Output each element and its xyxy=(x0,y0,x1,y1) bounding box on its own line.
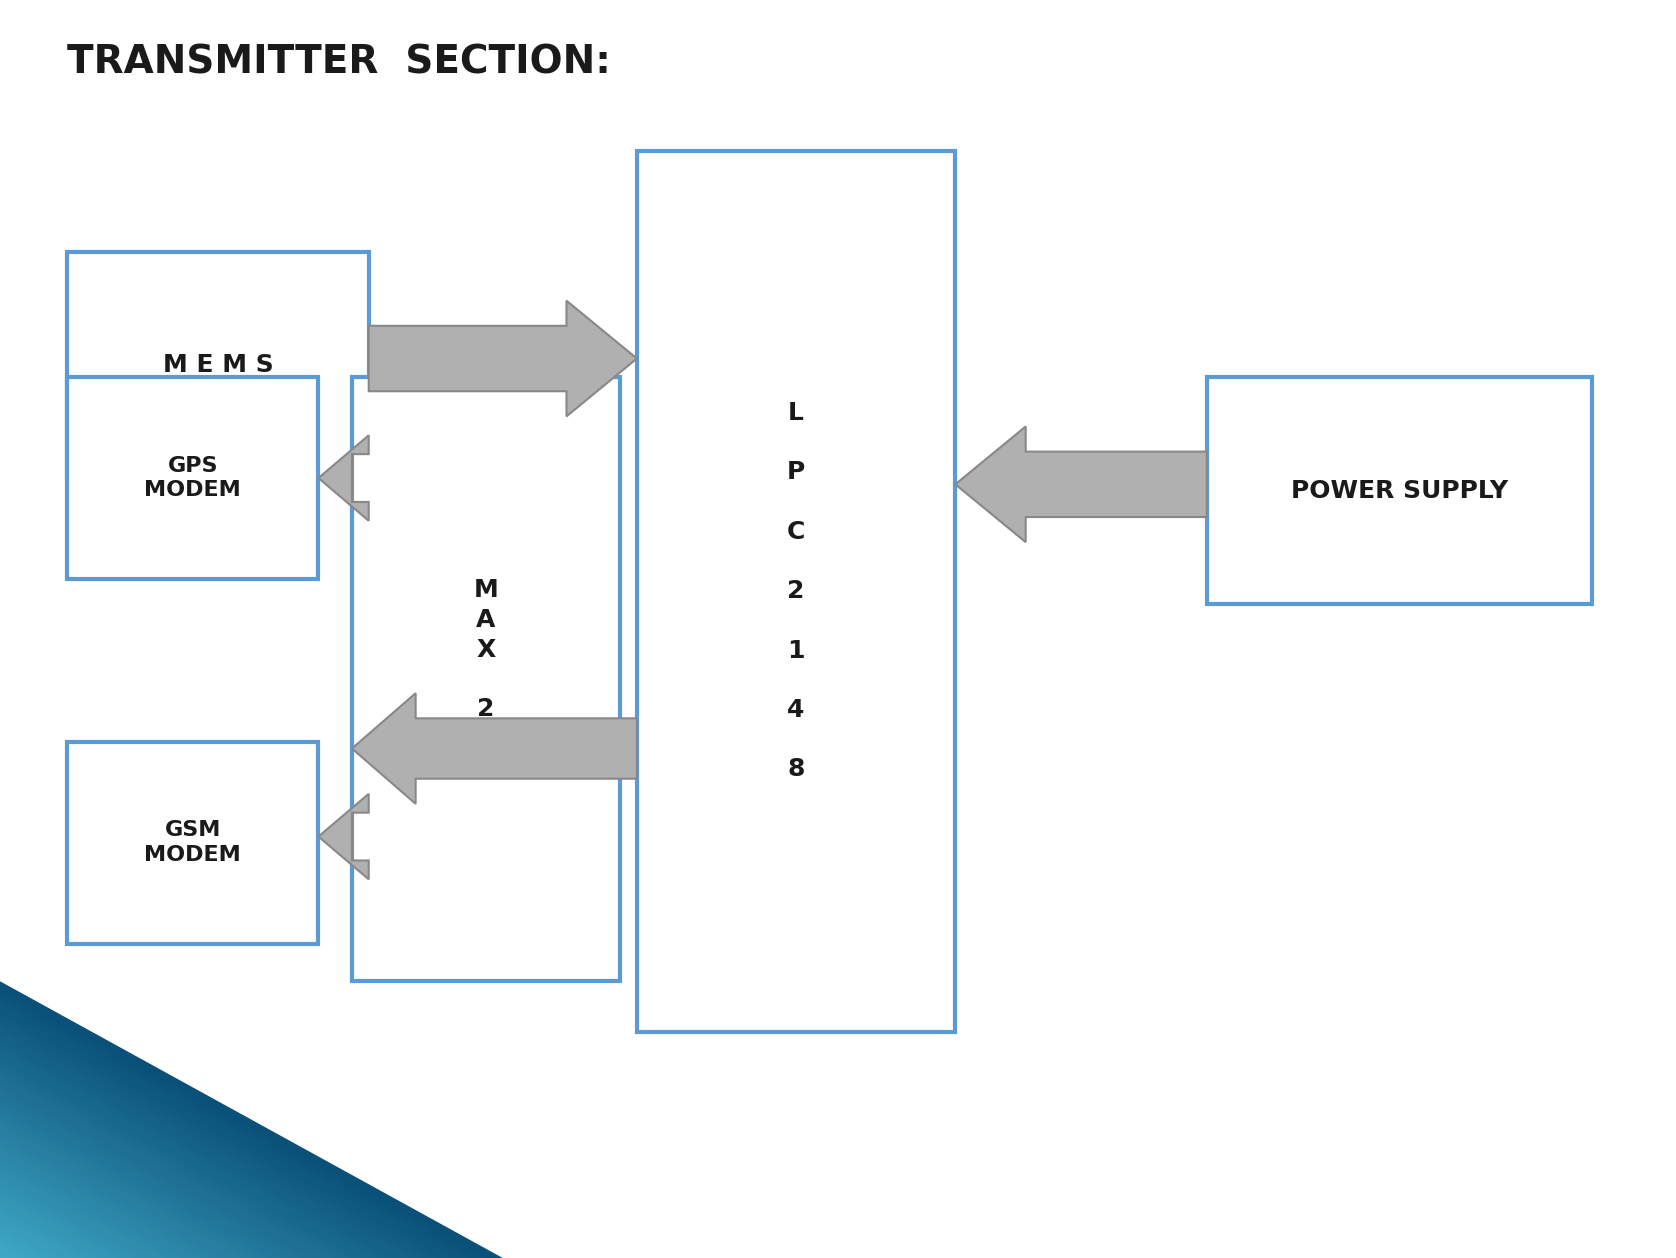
Polygon shape xyxy=(0,1147,201,1258)
Polygon shape xyxy=(0,1184,134,1258)
Polygon shape xyxy=(0,1014,444,1258)
Polygon shape xyxy=(0,986,494,1258)
Polygon shape xyxy=(0,1138,218,1258)
Polygon shape xyxy=(318,435,369,521)
Polygon shape xyxy=(0,1106,277,1258)
Polygon shape xyxy=(0,1018,436,1258)
Polygon shape xyxy=(0,1142,210,1258)
Polygon shape xyxy=(0,1045,385,1258)
Polygon shape xyxy=(0,1059,360,1258)
Polygon shape xyxy=(0,1042,394,1258)
Polygon shape xyxy=(0,995,478,1258)
Polygon shape xyxy=(0,1166,168,1258)
Polygon shape xyxy=(0,1037,402,1258)
Polygon shape xyxy=(0,1194,117,1258)
Polygon shape xyxy=(0,1055,369,1258)
Polygon shape xyxy=(0,1203,101,1258)
Polygon shape xyxy=(0,1235,42,1258)
Polygon shape xyxy=(0,1216,75,1258)
Polygon shape xyxy=(0,1069,344,1258)
Text: POWER SUPPLY: POWER SUPPLY xyxy=(1291,478,1508,503)
Polygon shape xyxy=(0,1125,243,1258)
Polygon shape xyxy=(0,1249,17,1258)
Polygon shape xyxy=(0,1083,318,1258)
Polygon shape xyxy=(318,794,369,879)
Polygon shape xyxy=(0,1211,84,1258)
Polygon shape xyxy=(0,1120,251,1258)
FancyBboxPatch shape xyxy=(637,151,955,1032)
Polygon shape xyxy=(352,693,637,804)
Polygon shape xyxy=(0,1133,226,1258)
Polygon shape xyxy=(0,1239,34,1258)
Polygon shape xyxy=(0,1078,327,1258)
Polygon shape xyxy=(0,1128,235,1258)
Polygon shape xyxy=(0,1156,184,1258)
FancyBboxPatch shape xyxy=(1207,377,1592,604)
Text: M E M S: M E M S xyxy=(163,352,273,377)
Polygon shape xyxy=(0,1180,142,1258)
Polygon shape xyxy=(0,1032,411,1258)
Polygon shape xyxy=(0,1170,159,1258)
Polygon shape xyxy=(0,1004,461,1258)
Polygon shape xyxy=(0,1115,260,1258)
FancyBboxPatch shape xyxy=(67,742,318,944)
Polygon shape xyxy=(0,1244,25,1258)
Polygon shape xyxy=(955,426,1207,542)
Polygon shape xyxy=(0,990,486,1258)
Polygon shape xyxy=(0,1023,427,1258)
Polygon shape xyxy=(0,1092,302,1258)
Polygon shape xyxy=(0,1253,8,1258)
Polygon shape xyxy=(0,1198,109,1258)
Polygon shape xyxy=(0,1230,50,1258)
Polygon shape xyxy=(0,1161,176,1258)
Polygon shape xyxy=(0,1101,285,1258)
Polygon shape xyxy=(0,1050,377,1258)
Text: TRANSMITTER  SECTION:: TRANSMITTER SECTION: xyxy=(67,44,612,82)
FancyBboxPatch shape xyxy=(352,377,620,981)
Polygon shape xyxy=(0,1064,352,1258)
Text: GPS
MODEM: GPS MODEM xyxy=(144,455,241,501)
FancyBboxPatch shape xyxy=(67,252,369,478)
Polygon shape xyxy=(0,1009,453,1258)
Polygon shape xyxy=(0,1208,92,1258)
Polygon shape xyxy=(0,1222,67,1258)
Polygon shape xyxy=(0,981,503,1258)
Polygon shape xyxy=(0,1073,335,1258)
Polygon shape xyxy=(0,1087,310,1258)
FancyBboxPatch shape xyxy=(67,377,318,579)
Text: M
A
X

2
3
2: M A X 2 3 2 xyxy=(474,579,498,780)
Polygon shape xyxy=(0,1000,469,1258)
Polygon shape xyxy=(369,301,637,416)
Polygon shape xyxy=(0,1097,293,1258)
Polygon shape xyxy=(0,1111,268,1258)
Polygon shape xyxy=(0,1189,126,1258)
Polygon shape xyxy=(0,1028,419,1258)
Polygon shape xyxy=(0,1152,193,1258)
Polygon shape xyxy=(0,1175,151,1258)
Polygon shape xyxy=(0,1225,59,1258)
Text: L

P

C

2

1

4

8: L P C 2 1 4 8 xyxy=(788,401,804,781)
Text: GSM
MODEM: GSM MODEM xyxy=(144,820,241,866)
